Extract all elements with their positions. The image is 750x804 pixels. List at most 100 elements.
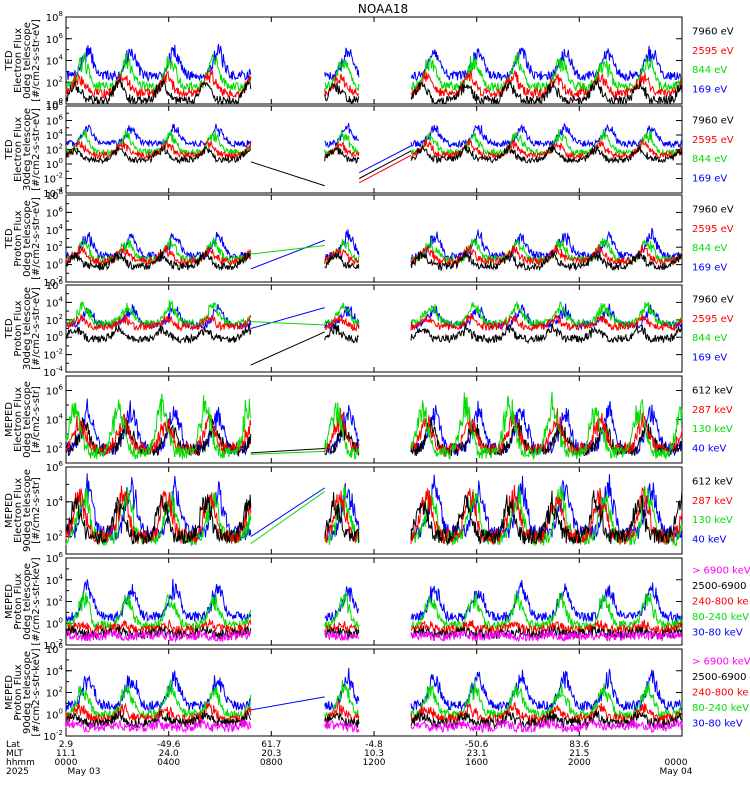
y-tick-label: 106: [46, 278, 64, 292]
legend-entry: 2595 eV: [692, 314, 734, 325]
y-tick-label: 102: [46, 75, 63, 89]
legend-entry: > 6900 keV: [692, 566, 750, 577]
x-tick-label: 24.0: [159, 749, 179, 759]
legend-entry: 7960 eV: [692, 295, 734, 306]
x-tick-label: 11.1: [56, 749, 76, 759]
legend-entry: 7960 eV: [692, 27, 734, 38]
legend-entry: 240-800 ke: [692, 597, 749, 608]
y-axis-label: [#/cm2-s-str-eV]: [31, 197, 42, 280]
x-tick-label: 10.3: [364, 749, 384, 759]
legend-entry: 844 eV: [692, 243, 727, 254]
gap-bridge-line: [250, 448, 325, 454]
y-axis-label: Electron Flux: [13, 117, 24, 182]
x-row-label: hhmm: [6, 758, 35, 768]
y-tick-label: 108: [46, 99, 63, 113]
x-tick-label: 0000: [55, 758, 78, 768]
legend-entry: 80-240 keV: [692, 612, 749, 623]
y-tick-label: 104: [46, 413, 64, 427]
legend-entry: 169 eV: [692, 352, 727, 363]
legend-entry: 130 keV: [692, 515, 733, 526]
gap-bridge-line: [250, 239, 325, 270]
y-tick-label: 102: [46, 595, 63, 609]
legend-entry: 2500-6900: [692, 672, 747, 683]
y-axis-label: Electron Flux: [13, 478, 24, 543]
legend-entry: 612 keV: [692, 477, 733, 488]
legend-entry: 7960 eV: [692, 116, 734, 127]
y-axis-label: Proton Flux: [13, 664, 24, 720]
y-axis-label: 0deg telescope: [22, 563, 33, 640]
gap-bridge-line: [250, 244, 325, 255]
y-tick-label: 102: [46, 686, 63, 700]
gap-bridge-line: [250, 161, 325, 187]
series-trace: [65, 490, 683, 546]
y-tick-label: 100: [46, 616, 63, 630]
x-tick-label: 2000: [568, 758, 591, 768]
series-trace: [65, 243, 683, 267]
legend-entry: 2595 eV: [692, 135, 734, 146]
x-tick-label: 0400: [157, 758, 180, 768]
gap-bridge-line: [358, 154, 412, 184]
y-axis-label: TED: [4, 318, 15, 339]
legend-entry: 2595 eV: [692, 224, 734, 235]
x-tick-label: 0800: [260, 758, 283, 768]
series-trace: [65, 43, 683, 83]
y-tick-label: 106: [46, 384, 64, 398]
y-tick-label: 106: [46, 551, 64, 565]
legend-entry: 287 keV: [692, 405, 733, 416]
legend-entry: 240-800 ke: [692, 688, 749, 699]
y-axis-label: [#/cm2-s-str-eV]: [31, 287, 42, 370]
y-tick-label: 106: [46, 114, 64, 128]
y-axis-label: Electron Flux: [13, 387, 24, 452]
y-tick-label: 104: [46, 54, 64, 68]
y-tick-label: 104: [46, 495, 64, 509]
legend-entry: 844 eV: [692, 333, 727, 344]
y-axis-label: Proton Flux: [13, 210, 24, 266]
y-tick-label: 100: [46, 258, 63, 272]
y-axis-label: MEPED: [4, 402, 15, 437]
legend-entry: 80-240 keV: [692, 703, 749, 714]
y-tick-label: 106: [46, 642, 64, 656]
y-axis-label: Proton Flux: [13, 573, 24, 629]
gap-bridge-line: [250, 696, 325, 711]
x-tick-label: -4.8: [365, 740, 383, 750]
series-trace: [65, 417, 683, 458]
x-tick-label: 0000: [665, 758, 688, 768]
x-row-label: 2025: [6, 767, 29, 777]
y-axis-label: 90deg telescope: [22, 651, 33, 734]
x-tick-label: 1600: [465, 758, 488, 768]
legend-entry: 2595 eV: [692, 46, 734, 57]
y-tick-label: 10-2: [43, 729, 63, 743]
legend-entry: 30-80 keV: [692, 627, 743, 638]
legend-entry: 130 keV: [692, 424, 733, 435]
y-tick-label: 102: [46, 143, 63, 157]
legend-entry: 844 eV: [692, 65, 727, 76]
y-axis-label: 30deg telescope: [22, 287, 33, 370]
y-axis-label: 30deg telescope: [22, 108, 33, 191]
y-tick-label: 106: [46, 205, 64, 219]
legend-entry: 2500-6900: [692, 581, 747, 592]
y-axis-label: [#/cm2-s-str-eV]: [31, 19, 42, 102]
series-trace: [65, 77, 683, 106]
y-axis-label: 0deg telescope: [22, 381, 33, 458]
panel-frame: [65, 194, 683, 283]
y-tick-label: 10-2: [43, 275, 63, 289]
y-tick-label: 100: [46, 330, 63, 344]
series-trace: [65, 142, 683, 165]
y-tick-label: 102: [46, 313, 63, 327]
y-axis-label: [#/cm2-s-str-keV]: [31, 557, 42, 645]
y-tick-label: 106: [46, 460, 64, 474]
series-trace: [65, 122, 683, 149]
y-tick-label: 10-4: [43, 186, 63, 200]
series-trace: [65, 578, 683, 623]
y-tick-label: 102: [46, 442, 63, 456]
gap-bridge-line: [250, 450, 325, 455]
y-axis-label: MEPED: [4, 493, 15, 528]
y-axis-label: [#/cm2-s-str]: [31, 386, 42, 453]
y-axis-label: [#/cm2-s-str-keV]: [31, 648, 42, 736]
y-tick-label: 108: [46, 188, 63, 202]
y-axis-label: MEPED: [4, 675, 15, 710]
gap-bridge-line: [250, 321, 325, 326]
y-tick-label: 104: [46, 664, 64, 678]
y-axis-label: MEPED: [4, 584, 15, 619]
y-tick-label: 10-2: [43, 638, 63, 652]
